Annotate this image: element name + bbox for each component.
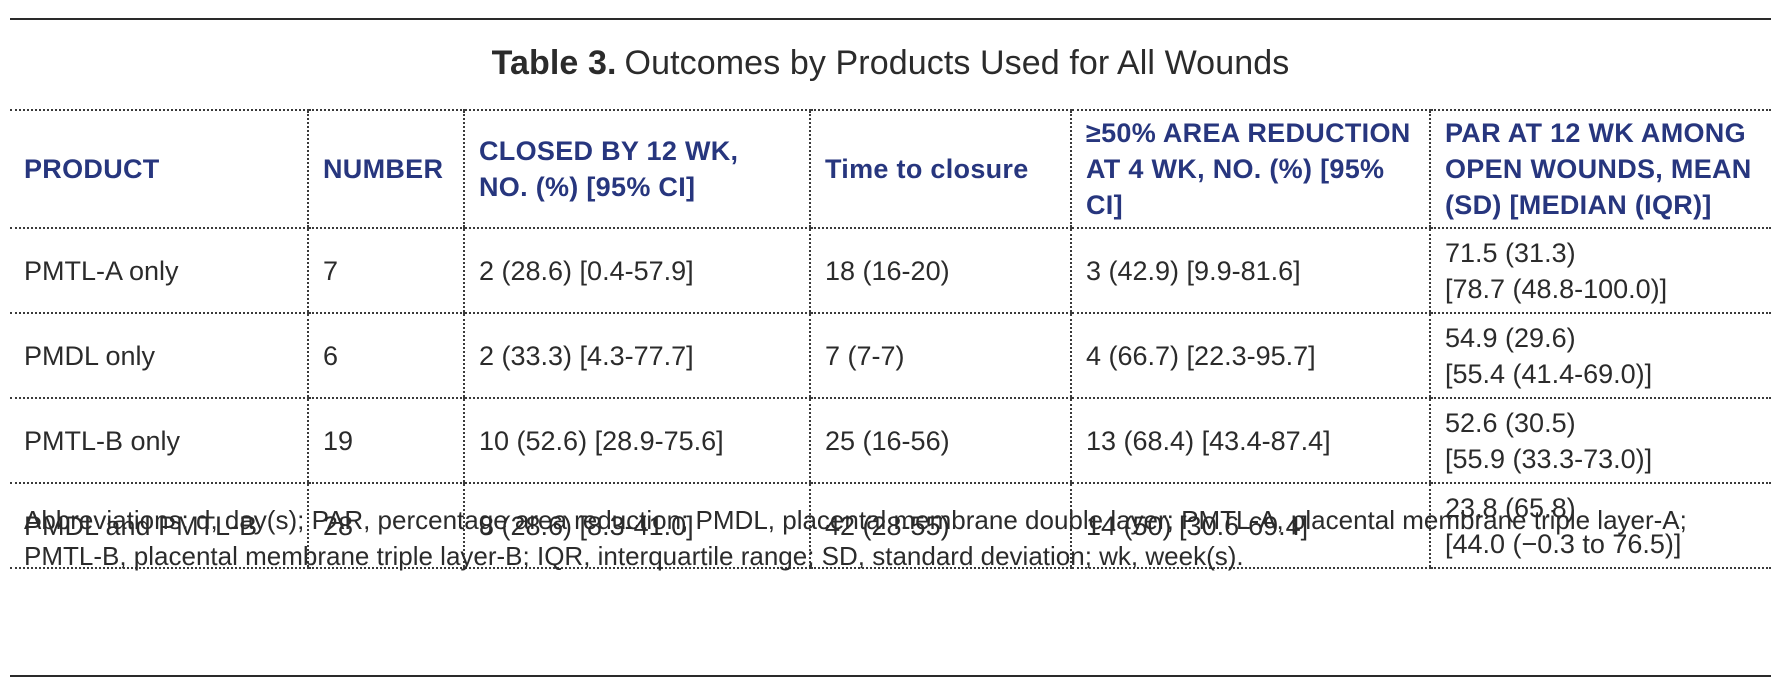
cell-closed: 2 (28.6) [0.4-57.9] — [463, 227, 810, 314]
table-label: Table 3. — [491, 44, 617, 82]
cell-par: 71.5 (31.3) [78.7 (48.8-100.0)] — [1429, 227, 1771, 314]
table-row: PMTL-A only 7 2 (28.6) [0.4-57.9] 18 (16… — [10, 227, 1771, 314]
top-rule — [10, 18, 1771, 20]
cell-par-mean: 71.5 (31.3) — [1445, 237, 1576, 268]
cell-time: 42 (28-55) — [809, 482, 1071, 569]
table-figure: Table 3. Outcomes by Products Used for Al… — [10, 18, 1771, 677]
cell-par-mean: 23.8 (65.8) — [1445, 492, 1576, 523]
table-row: PMTL-B only 19 10 (52.6) [28.9-75.6] 25 … — [10, 397, 1771, 484]
cell-closed: 10 (52.6) [28.9-75.6] — [463, 397, 810, 484]
cell-number: 6 — [307, 312, 464, 399]
header-par: PAR AT 12 WK AMONG OPEN WOUNDS, MEAN (SD… — [1429, 109, 1771, 229]
cell-par: 52.6 (30.5) [55.9 (33.3-73.0)] — [1429, 397, 1771, 484]
cell-number: 28 — [307, 482, 464, 569]
cell-par-median: [55.9 (33.3-73.0)] — [1445, 443, 1653, 474]
header-product: PRODUCT — [10, 109, 308, 229]
cell-reduction: 13 (68.4) [43.4-87.4] — [1070, 397, 1430, 484]
cell-number: 7 — [307, 227, 464, 314]
cell-closed: 8 (28.6) [8.3-41.0] — [463, 482, 810, 569]
cell-par: 54.9 (29.6) [55.4 (41.4-69.0)] — [1429, 312, 1771, 399]
cell-reduction: 3 (42.9) [9.9-81.6] — [1070, 227, 1430, 314]
cell-par-median: [78.7 (48.8-100.0)] — [1445, 273, 1668, 304]
table-row: PMDL and PMTL-B 28 8 (28.6) [8.3-41.0] 4… — [10, 482, 1771, 569]
table-row: PMDL only 6 2 (33.3) [4.3-77.7] 7 (7-7) … — [10, 312, 1771, 399]
cell-number: 19 — [307, 397, 464, 484]
cell-par-median: [55.4 (41.4-69.0)] — [1445, 358, 1653, 389]
cell-product: PMTL-A only — [10, 227, 308, 314]
bottom-rule — [10, 675, 1771, 677]
cell-time: 25 (16-56) — [809, 397, 1071, 484]
header-number: NUMBER — [307, 109, 464, 229]
cell-par-median: [44.0 (−0.3 to 76.5)] — [1445, 528, 1682, 559]
cell-product: PMTL-B only — [10, 397, 308, 484]
abbreviations-footnote: Abbreviations: d, day(s); PAR, percentag… — [24, 505, 1687, 571]
cell-closed: 2 (33.3) [4.3-77.7] — [463, 312, 810, 399]
cell-time: 18 (16-20) — [809, 227, 1071, 314]
header-closed: CLOSED BY 12 WK, NO. (%) [95% CI] — [463, 109, 810, 229]
cell-product: PMDL only — [10, 312, 308, 399]
cell-par-mean: 54.9 (29.6) — [1445, 322, 1576, 353]
header-area-reduction: ≥50% AREA REDUCTION AT 4 WK, NO. (%) [95… — [1070, 109, 1430, 229]
table-caption: Table 3. Outcomes by Products Used for Al… — [10, 44, 1771, 83]
outcomes-table: PRODUCT NUMBER CLOSED BY 12 WK, NO. (%) … — [10, 109, 1771, 569]
cell-par-mean: 52.6 (30.5) — [1445, 407, 1576, 438]
header-row: PRODUCT NUMBER CLOSED BY 12 WK, NO. (%) … — [10, 109, 1771, 229]
cell-product: PMDL and PMTL-B — [10, 482, 308, 569]
cell-reduction: 4 (66.7) [22.3-95.7] — [1070, 312, 1430, 399]
header-time-to-closure: Time to closure — [809, 109, 1071, 229]
cell-par: 23.8 (65.8) [44.0 (−0.3 to 76.5)] — [1429, 482, 1771, 569]
table-title: Outcomes by Products Used for All Wounds — [624, 44, 1290, 82]
cell-time: 7 (7-7) — [809, 312, 1071, 399]
cell-reduction: 14 (50) [30.6-69.4] — [1070, 482, 1430, 569]
